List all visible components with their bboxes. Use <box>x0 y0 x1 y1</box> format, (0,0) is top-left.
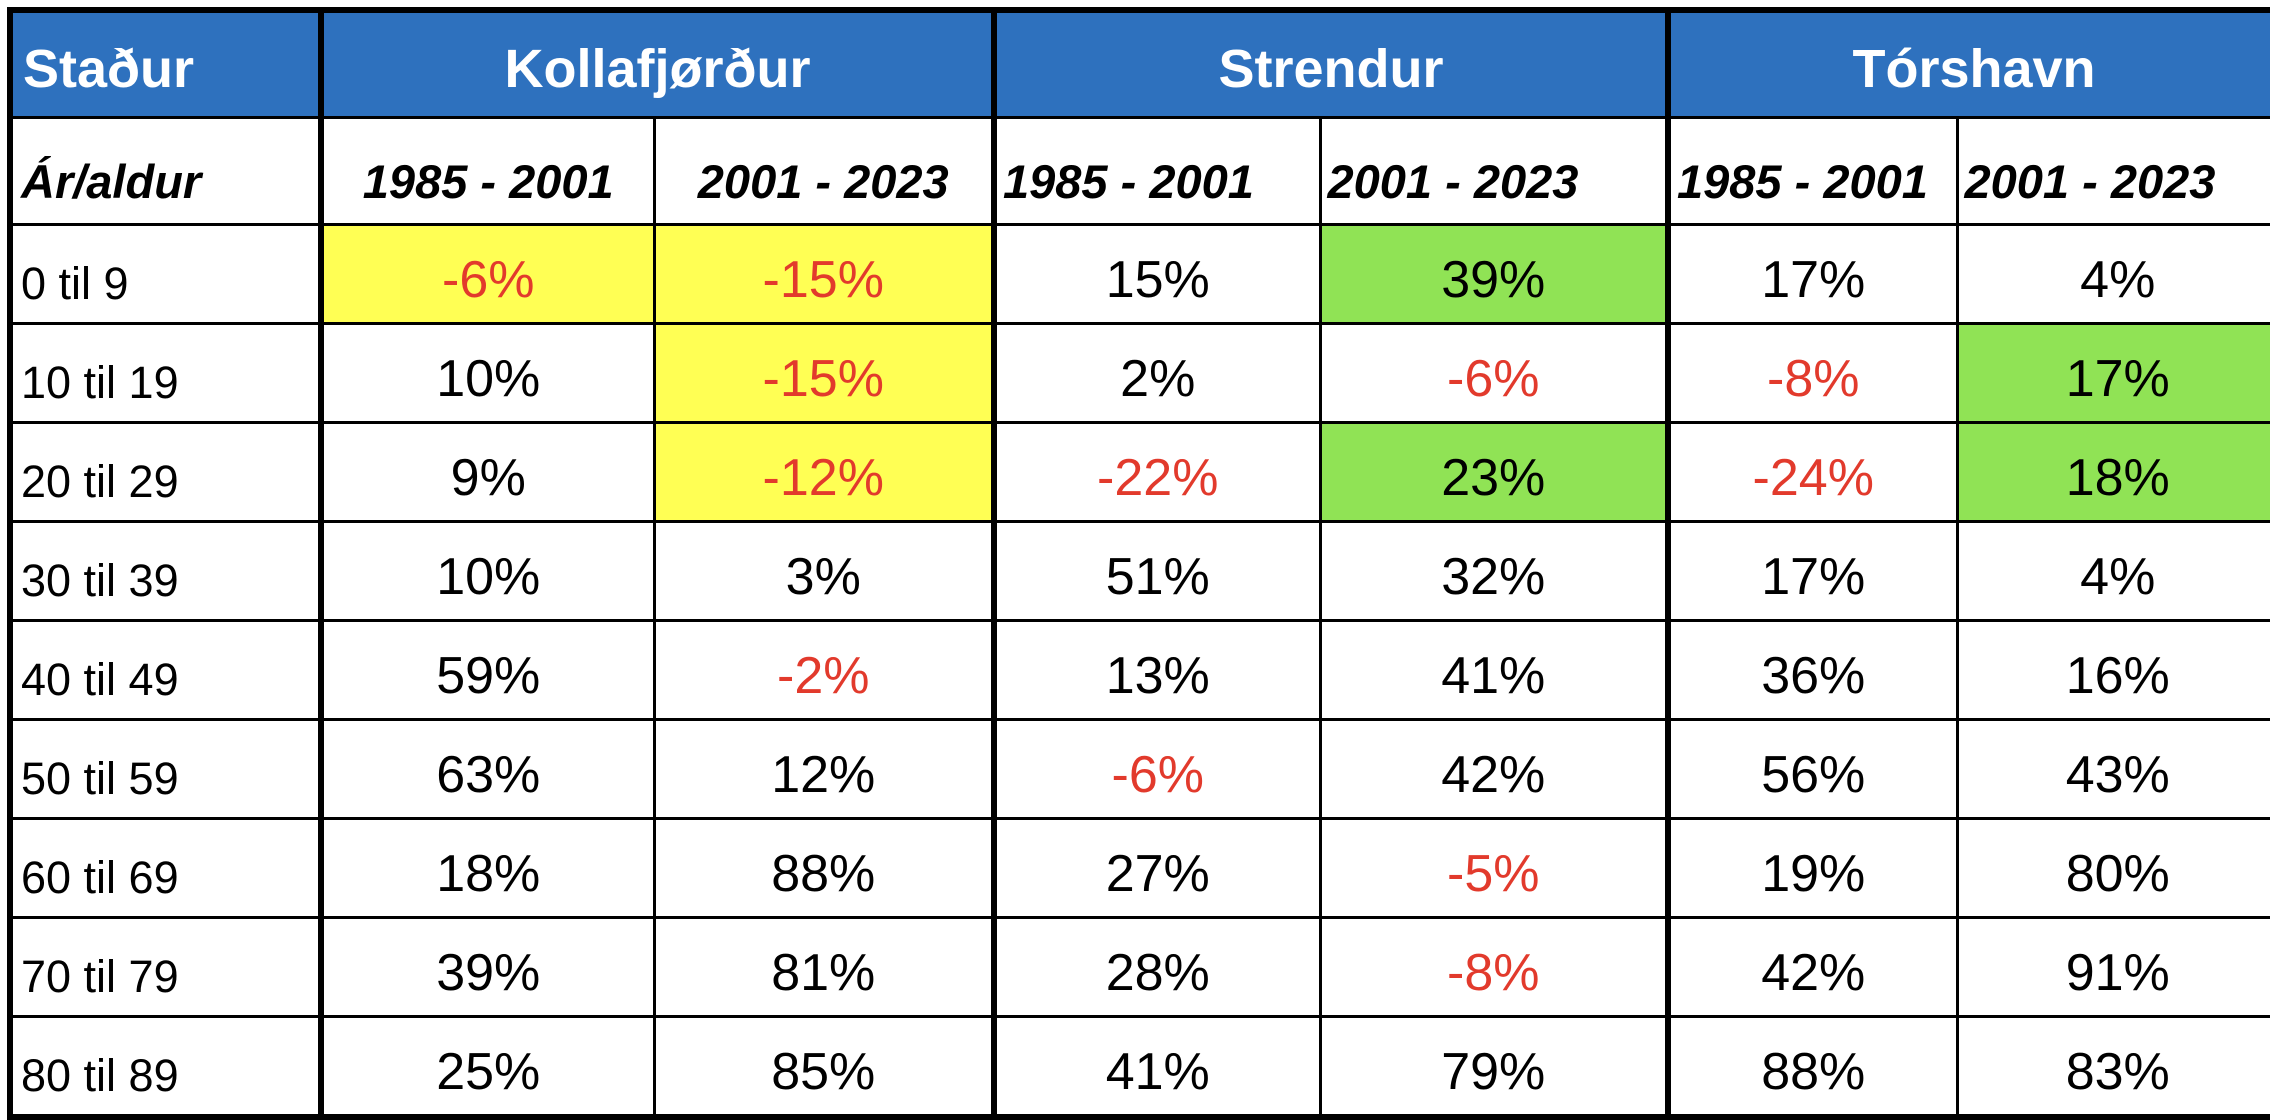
value-cell: 59% <box>318 618 656 721</box>
value-cell: 15% <box>991 222 1322 325</box>
period-header: 1985 - 2001 <box>991 115 1322 226</box>
value-cell: 17% <box>1665 519 1959 622</box>
row-label: 60 til 69 <box>8 816 323 919</box>
value-cell: 80% <box>1955 816 2270 919</box>
value-cell: -6% <box>991 717 1322 820</box>
value-cell: 79% <box>1318 1014 1670 1119</box>
value-cell: 91% <box>1955 915 2270 1018</box>
row-label: 10 til 19 <box>8 321 323 424</box>
value-cell: 41% <box>991 1014 1322 1119</box>
row-label: 0 til 9 <box>8 222 323 325</box>
age-change-table: Staður Kollafjørður Strendur Tórshavn Ár… <box>7 7 2270 1120</box>
period-header: 2001 - 2023 <box>1955 115 2270 226</box>
period-header: 1985 - 2001 <box>1665 115 1959 226</box>
value-cell: 27% <box>991 816 1322 919</box>
value-cell: 9% <box>318 420 656 523</box>
row-label: 70 til 79 <box>8 915 323 1018</box>
period-header: 1985 - 2001 <box>318 115 656 226</box>
value-cell: 28% <box>991 915 1322 1018</box>
group-header-kollafjordur: Kollafjørður <box>318 8 996 119</box>
value-cell: 88% <box>652 816 996 919</box>
value-cell: 4% <box>1955 519 2270 622</box>
value-cell: 18% <box>318 816 656 919</box>
value-cell: -12% <box>652 420 996 523</box>
table-row: 80 til 89 25% 85% 41% 79% 88% 83% <box>8 1014 2270 1119</box>
value-cell: 10% <box>318 321 656 424</box>
value-cell: 17% <box>1955 321 2270 424</box>
value-cell: 2% <box>991 321 1322 424</box>
table-row: 70 til 79 39% 81% 28% -8% 42% 91% <box>8 915 2270 1018</box>
value-cell: 10% <box>318 519 656 622</box>
row-label: 50 til 59 <box>8 717 323 820</box>
value-cell: 88% <box>1665 1014 1959 1119</box>
table-row: 20 til 29 9% -12% -22% 23% -24% 18% <box>8 420 2270 523</box>
table-row: 60 til 69 18% 88% 27% -5% 19% 80% <box>8 816 2270 919</box>
location-header-row: Staður Kollafjørður Strendur Tórshavn <box>8 8 2270 119</box>
value-cell: 19% <box>1665 816 1959 919</box>
group-header-strendur: Strendur <box>991 8 1670 119</box>
value-cell: 17% <box>1665 222 1959 325</box>
value-cell: -5% <box>1318 816 1670 919</box>
value-cell: 39% <box>318 915 656 1018</box>
period-header: 2001 - 2023 <box>652 115 996 226</box>
table-row: 30 til 39 10% 3% 51% 32% 17% 4% <box>8 519 2270 622</box>
value-cell: -8% <box>1665 321 1959 424</box>
value-cell: -8% <box>1318 915 1670 1018</box>
value-cell: -15% <box>652 321 996 424</box>
group-header-torshavn: Tórshavn <box>1665 8 2270 119</box>
table-row: 50 til 59 63% 12% -6% 42% 56% 43% <box>8 717 2270 820</box>
value-cell: -6% <box>318 222 656 325</box>
value-cell: 16% <box>1955 618 2270 721</box>
value-cell: -24% <box>1665 420 1959 523</box>
value-cell: 36% <box>1665 618 1959 721</box>
value-cell: 25% <box>318 1014 656 1119</box>
value-cell: 43% <box>1955 717 2270 820</box>
value-cell: 3% <box>652 519 996 622</box>
value-cell: 42% <box>1665 915 1959 1018</box>
value-cell: 13% <box>991 618 1322 721</box>
value-cell: 32% <box>1318 519 1670 622</box>
value-cell: -2% <box>652 618 996 721</box>
value-cell: 4% <box>1955 222 2270 325</box>
value-cell: 85% <box>652 1014 996 1119</box>
row-label: 80 til 89 <box>8 1014 323 1119</box>
row-label: 20 til 29 <box>8 420 323 523</box>
row-label: 30 til 39 <box>8 519 323 622</box>
row-label: 40 til 49 <box>8 618 323 721</box>
table-container: Staður Kollafjørður Strendur Tórshavn Ár… <box>7 7 2270 1120</box>
value-cell: 12% <box>652 717 996 820</box>
table-row: 10 til 19 10% -15% 2% -6% -8% 17% <box>8 321 2270 424</box>
table-body: 0 til 9 -6% -15% 15% 39% 17% 4% 10 til 19 10% -15… <box>8 222 2270 1119</box>
value-cell: 56% <box>1665 717 1959 820</box>
value-cell: 83% <box>1955 1014 2270 1119</box>
value-cell: 18% <box>1955 420 2270 523</box>
value-cell: 41% <box>1318 618 1670 721</box>
value-cell: 23% <box>1318 420 1670 523</box>
period-header: 2001 - 2023 <box>1318 115 1670 226</box>
value-cell: 63% <box>318 717 656 820</box>
value-cell: 51% <box>991 519 1322 622</box>
value-cell: -6% <box>1318 321 1670 424</box>
value-cell: 39% <box>1318 222 1670 325</box>
value-cell: -15% <box>652 222 996 325</box>
value-cell: -22% <box>991 420 1322 523</box>
table-row: 40 til 49 59% -2% 13% 41% 36% 16% <box>8 618 2270 721</box>
table-row: 0 til 9 -6% -15% 15% 39% 17% 4% <box>8 222 2270 325</box>
value-cell: 81% <box>652 915 996 1018</box>
value-cell: 42% <box>1318 717 1670 820</box>
corner-header-cell: Staður <box>8 8 323 119</box>
row-axis-label: Ár/aldur <box>8 115 323 226</box>
period-header-row: Ár/aldur 1985 - 2001 2001 - 2023 1985 - … <box>8 115 2270 226</box>
